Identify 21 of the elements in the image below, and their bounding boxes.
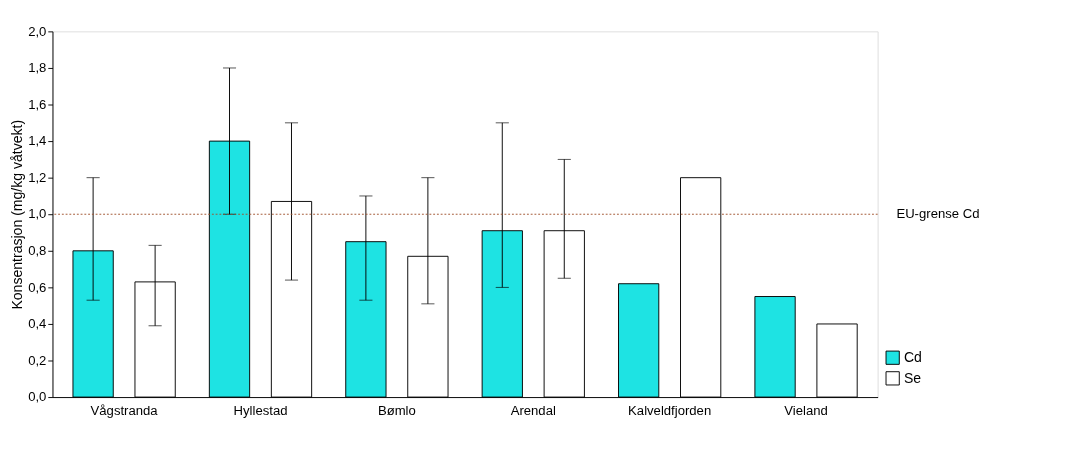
x-tick-label: Vieland	[784, 403, 828, 419]
y-tick-label: 0,4	[28, 316, 47, 332]
y-tick-label: 0,0	[28, 389, 47, 405]
y-tick-label: 1,6	[28, 96, 47, 112]
y-tick-label: 1,4	[28, 133, 47, 149]
y-tick-label: 1,8	[28, 60, 47, 76]
x-tick-label: Arendal	[510, 403, 556, 419]
y-tick-label: 0,2	[28, 352, 47, 368]
y-tick-label: 2,0	[28, 23, 47, 39]
x-tick-label: Hyllestad	[233, 403, 288, 419]
y-axis-title: Konsentrasjon (mg/kg våtvekt)	[8, 119, 25, 310]
y-tick-label: 1,0	[28, 206, 47, 222]
x-tick-label: Kalveldfjorden	[628, 403, 712, 419]
y-tick-label: 0,8	[28, 243, 47, 259]
ref-line-label: EU-grense Cd	[896, 206, 980, 221]
y-tick-label: 0,6	[28, 279, 47, 295]
x-tick-label: Bømlo	[377, 403, 416, 419]
legend-label: Se	[903, 370, 922, 387]
y-tick-label: 1,2	[28, 169, 47, 185]
x-tick-label: Vågstranda	[90, 403, 159, 419]
legend-label: Cd	[903, 349, 922, 366]
